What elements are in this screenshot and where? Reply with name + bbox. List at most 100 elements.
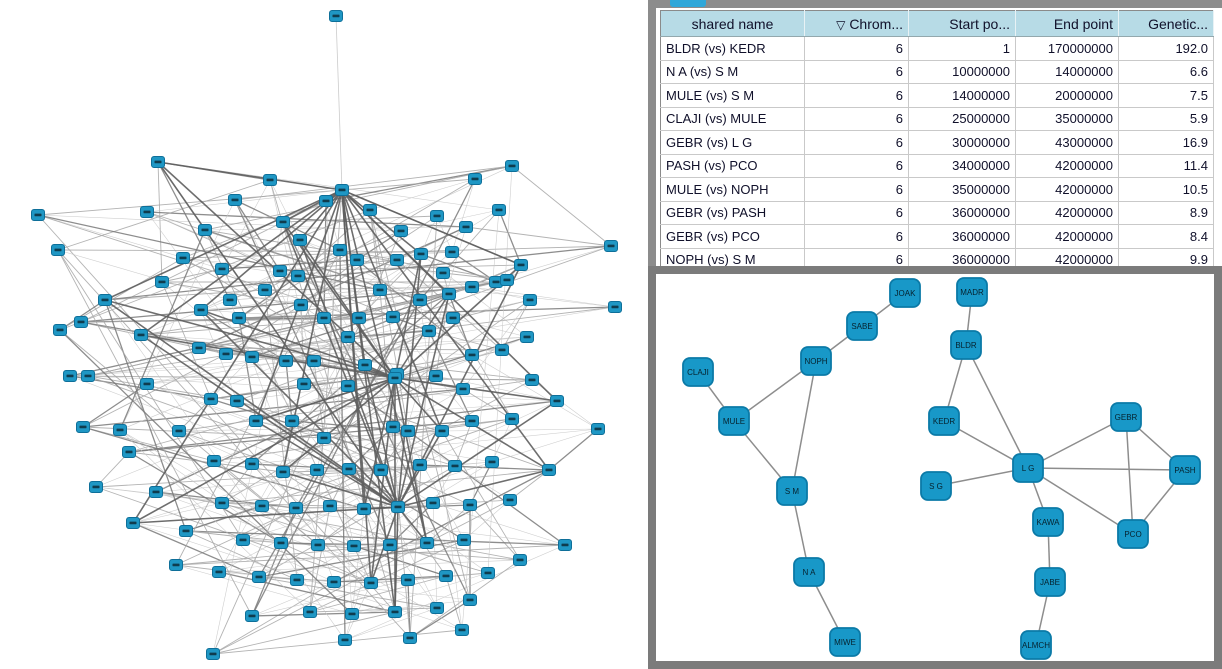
overview-node[interactable]: [215, 497, 229, 509]
overview-node[interactable]: [76, 421, 90, 433]
table-cell[interactable]: PASH (vs) PCO: [660, 154, 805, 178]
table-cell[interactable]: 7.5: [1118, 83, 1214, 108]
overview-node[interactable]: [307, 355, 321, 367]
detail-node-shape[interactable]: [800, 346, 832, 376]
overview-node[interactable]: [468, 173, 482, 185]
overview-node[interactable]: [333, 244, 347, 256]
overview-node[interactable]: [290, 574, 304, 586]
overview-node[interactable]: [514, 259, 528, 271]
overview-node[interactable]: [374, 464, 388, 476]
overview-node[interactable]: [401, 574, 415, 586]
detail-node-shape[interactable]: [1012, 453, 1044, 483]
detail-node-jabe[interactable]: JABE: [1034, 567, 1066, 597]
overview-node[interactable]: [342, 463, 356, 475]
table-cell[interactable]: GEBR (vs) PASH: [660, 201, 805, 225]
overview-node[interactable]: [485, 456, 499, 468]
overview-node[interactable]: [463, 594, 477, 606]
overview-node[interactable]: [149, 486, 163, 498]
detail-node-shape[interactable]: [1034, 567, 1066, 597]
overview-network-canvas[interactable]: [0, 0, 648, 669]
table-cell[interactable]: 6: [804, 107, 909, 131]
overview-node[interactable]: [442, 288, 456, 300]
overview-node[interactable]: [523, 294, 537, 306]
overview-node[interactable]: [465, 415, 479, 427]
detail-node-joak[interactable]: JOAK: [889, 278, 921, 308]
table-cell[interactable]: 14000000: [908, 83, 1016, 108]
overview-node[interactable]: [212, 566, 226, 578]
overview-node[interactable]: [232, 312, 246, 324]
overview-node[interactable]: [245, 458, 259, 470]
overview-node[interactable]: [457, 534, 471, 546]
overview-node[interactable]: [329, 10, 343, 22]
overview-node[interactable]: [276, 466, 290, 478]
overview-node[interactable]: [198, 224, 212, 236]
overview-node[interactable]: [459, 221, 473, 233]
overview-node[interactable]: [550, 395, 564, 407]
table-cell[interactable]: 42000000: [1015, 154, 1119, 178]
overview-node[interactable]: [245, 610, 259, 622]
overview-network-panel[interactable]: [0, 0, 648, 669]
detail-node-shape[interactable]: [1169, 455, 1201, 485]
overview-node[interactable]: [500, 274, 514, 286]
detail-node-shape[interactable]: [920, 471, 952, 501]
overview-node[interactable]: [430, 602, 444, 614]
overview-node[interactable]: [317, 312, 331, 324]
overview-node[interactable]: [81, 370, 95, 382]
overview-node[interactable]: [53, 324, 67, 336]
overview-node[interactable]: [520, 331, 534, 343]
table-cell[interactable]: 170000000: [1015, 36, 1119, 61]
filter-funnel-icon[interactable]: ▽: [836, 17, 846, 32]
overview-node[interactable]: [274, 537, 288, 549]
detail-node-mule[interactable]: MULE: [718, 406, 750, 436]
overview-node[interactable]: [98, 294, 112, 306]
detail-node-madr[interactable]: MADR: [956, 277, 988, 307]
overview-node[interactable]: [258, 284, 272, 296]
overview-node[interactable]: [319, 195, 333, 207]
overview-node[interactable]: [273, 265, 287, 277]
table-cell[interactable]: 36000000: [908, 201, 1016, 225]
overview-node[interactable]: [194, 304, 208, 316]
overview-node[interactable]: [341, 380, 355, 392]
overview-node[interactable]: [383, 539, 397, 551]
detail-node-shape[interactable]: [1020, 630, 1052, 660]
table-cell[interactable]: MULE (vs) NOPH: [660, 177, 805, 202]
overview-node[interactable]: [429, 370, 443, 382]
detail-node-shape[interactable]: [950, 330, 982, 360]
overview-node[interactable]: [608, 301, 622, 313]
detail-node-l-g[interactable]: L G: [1012, 453, 1044, 483]
overview-node[interactable]: [263, 174, 277, 186]
overview-node[interactable]: [394, 225, 408, 237]
overview-node[interactable]: [113, 424, 127, 436]
overview-node[interactable]: [169, 559, 183, 571]
overview-node[interactable]: [236, 534, 250, 546]
detail-node-almch[interactable]: ALMCH: [1020, 630, 1052, 660]
table-cell[interactable]: 20000000: [1015, 83, 1119, 108]
table-cell[interactable]: 42000000: [1015, 177, 1119, 202]
table-tab-fragment[interactable]: [670, 0, 706, 7]
overview-node[interactable]: [223, 294, 237, 306]
overview-node[interactable]: [249, 415, 263, 427]
overview-node[interactable]: [126, 517, 140, 529]
overview-node[interactable]: [151, 156, 165, 168]
overview-node[interactable]: [436, 267, 450, 279]
overview-node[interactable]: [63, 370, 77, 382]
detail-node-shape[interactable]: [928, 406, 960, 436]
detail-node-shape[interactable]: [718, 406, 750, 436]
table-cell[interactable]: 6: [804, 224, 909, 249]
overview-node[interactable]: [364, 577, 378, 589]
overview-node[interactable]: [542, 464, 556, 476]
overview-node[interactable]: [311, 539, 325, 551]
overview-node[interactable]: [558, 539, 572, 551]
table-cell[interactable]: 8.9: [1118, 201, 1214, 225]
overview-node[interactable]: [228, 194, 242, 206]
overview-node[interactable]: [455, 624, 469, 636]
overview-node[interactable]: [335, 184, 349, 196]
overview-node[interactable]: [525, 374, 539, 386]
table-cell[interactable]: 25000000: [908, 107, 1016, 131]
overview-node[interactable]: [347, 540, 361, 552]
overview-node[interactable]: [465, 349, 479, 361]
table-cell[interactable]: 36000000: [908, 224, 1016, 249]
overview-node[interactable]: [505, 160, 519, 172]
detail-node-shape[interactable]: [1117, 519, 1149, 549]
overview-node[interactable]: [492, 204, 506, 216]
